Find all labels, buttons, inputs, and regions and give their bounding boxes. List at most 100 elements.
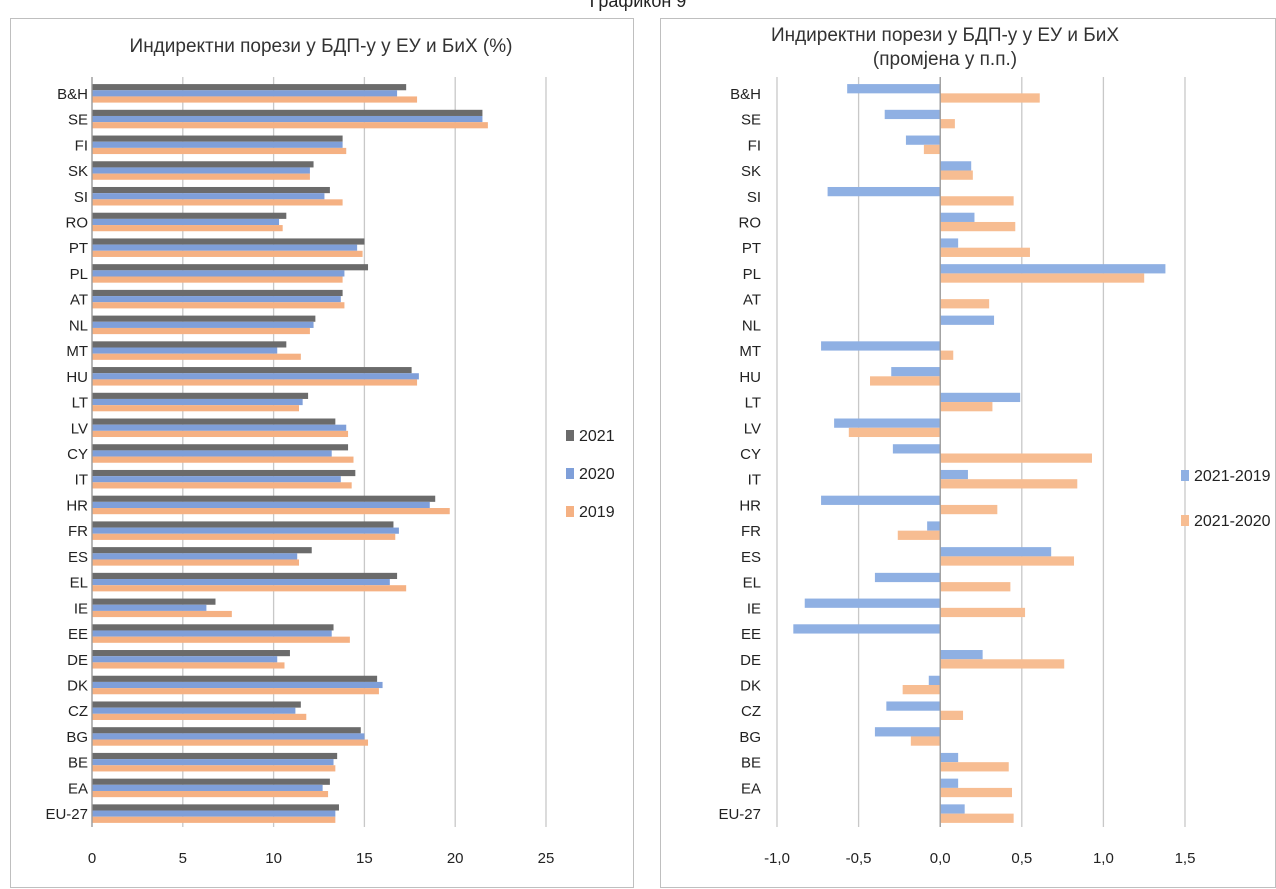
bar-2019-CZ — [92, 713, 307, 720]
bar-2020-NL — [92, 321, 314, 328]
bar-2021-NL — [92, 315, 316, 322]
x-tick-label: 5 — [179, 850, 187, 867]
bar-2019-HU — [92, 379, 418, 386]
bar-2021-IT — [92, 469, 356, 477]
bar-2021-HR — [92, 495, 436, 502]
bar-2021-2020-B&H — [940, 93, 1040, 103]
bar-2021-2019-IT — [940, 469, 968, 480]
category-label: LV — [71, 420, 88, 437]
bar-2019-SI — [92, 199, 343, 206]
legend-swatch — [1181, 515, 1189, 526]
bar-2021-BE — [92, 752, 338, 760]
category-label: HU — [739, 369, 761, 386]
bar-2020-LT — [92, 398, 303, 406]
bar-2021-2019-LV — [834, 418, 941, 428]
category-label: DK — [67, 678, 88, 695]
category-label: AT — [743, 292, 761, 309]
bar-2019-NL — [92, 327, 310, 335]
category-label: RO — [66, 214, 89, 231]
category-label: DK — [740, 678, 761, 695]
bar-2019-ES — [92, 559, 300, 566]
bar-2020-DK — [92, 681, 383, 689]
bar-2021-2019-HU — [891, 367, 941, 377]
bar-2019-LV — [92, 430, 349, 438]
bar-2021-2019-EE — [793, 624, 941, 634]
bar-2021-2019-LT — [940, 392, 1021, 403]
bar-2019-EA — [92, 790, 329, 798]
bar-2020-PT — [92, 244, 358, 251]
bar-2019-HR — [92, 508, 450, 515]
bar-2021-2019-FI — [905, 135, 941, 145]
bar-2021-IE — [92, 598, 216, 605]
bar-2021-EU-27 — [92, 804, 339, 811]
bar-2021-DE — [92, 650, 290, 657]
x-tick-label: 10 — [265, 850, 282, 867]
bar-2021-2019-BG — [874, 727, 941, 737]
bar-2021-2020-EL — [940, 582, 1011, 592]
bar-2019-B&H — [92, 96, 418, 103]
bar-2021-CZ — [92, 701, 301, 708]
bar-2020-IT — [92, 476, 341, 483]
category-label: EU-27 — [45, 806, 88, 823]
bar-2019-BE — [92, 765, 336, 772]
bar-2021-2020-HU — [870, 376, 941, 386]
bar-2020-ES — [92, 553, 298, 560]
bar-2020-RO — [92, 218, 280, 226]
bar-2021-DK — [92, 675, 378, 682]
bar-2021-2019-ES — [940, 547, 1052, 557]
bar-2021-2019-BE — [940, 752, 959, 763]
bar-2021-2019-CY — [892, 444, 941, 454]
bar-2020-MT — [92, 347, 278, 354]
bar-2019-LT — [92, 405, 300, 412]
bar-2020-FI — [92, 141, 343, 148]
bar-2021-PL — [92, 264, 369, 271]
category-label: DE — [740, 652, 761, 669]
bar-2020-LV — [92, 424, 347, 431]
category-label: SK — [68, 163, 88, 180]
category-label: BG — [739, 729, 761, 746]
category-label: EU-27 — [718, 806, 761, 823]
bar-2021-2020-MT — [940, 350, 954, 360]
legend-swatch — [566, 506, 574, 517]
bar-2021-EA — [92, 778, 330, 785]
bar-2021-2020-RO — [940, 221, 1016, 232]
bar-2021-EE — [92, 624, 334, 631]
legend-swatch — [1181, 470, 1189, 481]
category-label: PL — [70, 266, 88, 283]
category-label: FR — [68, 523, 88, 540]
category-label: EL — [70, 575, 88, 592]
bar-2021-2020-DK — [902, 685, 941, 695]
bar-2021-2020-PL — [940, 273, 1145, 283]
bar-2021-RO — [92, 212, 287, 219]
bar-2019-FR — [92, 533, 396, 540]
bar-2019-PL — [92, 276, 343, 283]
bar-2021-2019-NL — [940, 315, 995, 325]
bar-2021-2020-EU-27 — [940, 813, 1014, 823]
bar-2020-SE — [92, 115, 483, 123]
bar-2020-EE — [92, 630, 332, 637]
bar-2021-EL — [92, 572, 398, 580]
bar-2021-2019-B&H — [847, 84, 941, 94]
bar-2020-CZ — [92, 707, 296, 714]
category-label: BE — [68, 755, 88, 772]
chart-left: Индиректни порези у БДП-у у ЕУ и БиХ (%)… — [45, 36, 614, 867]
bar-2021-2020-EA — [940, 787, 1013, 798]
bar-2021-2019-DE — [940, 650, 983, 660]
bar-2020-BG — [92, 733, 365, 740]
bar-2021-2020-SK — [940, 170, 973, 180]
bar-2020-AT — [92, 296, 341, 303]
bar-2021-2020-LV — [848, 427, 941, 438]
bar-2021-CY — [92, 444, 349, 451]
category-label: SE — [741, 112, 761, 129]
page-caption: Графикон 9 — [589, 0, 687, 11]
category-label: LT — [72, 395, 88, 412]
bar-2021-PT — [92, 238, 365, 245]
bar-2020-BE — [92, 759, 334, 766]
bar-2020-IE — [92, 604, 207, 611]
bar-2020-DE — [92, 656, 278, 663]
category-label: SK — [741, 163, 761, 180]
x-tick-label: 0,0 — [930, 850, 951, 867]
category-label: EE — [68, 626, 88, 643]
category-label: BG — [66, 729, 88, 746]
bar-2019-EU-27 — [92, 816, 336, 823]
